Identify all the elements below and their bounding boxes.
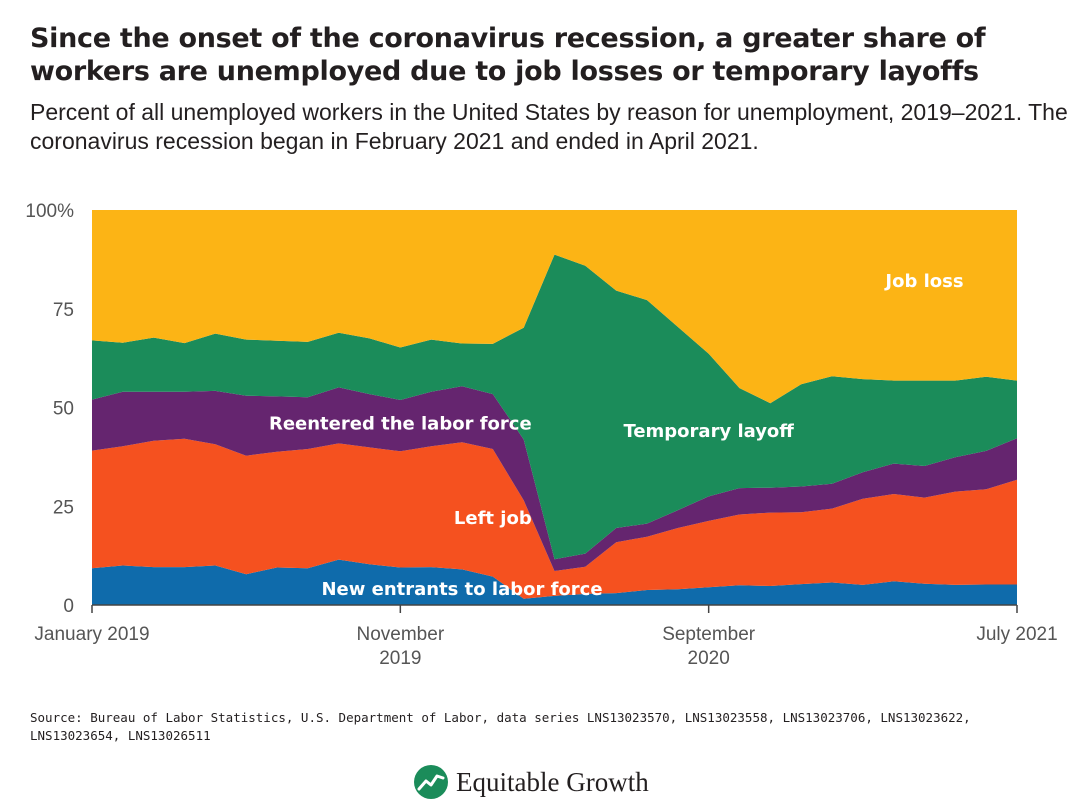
x-tick-label: November 2019 xyxy=(357,624,445,669)
chart-title: Since the onset of the coronavirus reces… xyxy=(30,23,986,87)
y-tick-label: 25 xyxy=(53,497,74,518)
stacked-area-chart: 0 25 50 75 100% January 2019 November 2019 Sept… xyxy=(25,201,1058,669)
series-labels: New entrants to labor force Left job Reent… xyxy=(269,271,964,600)
y-tick-label: 75 xyxy=(53,300,74,321)
y-tick-label: 100% xyxy=(25,201,74,222)
area-series-group xyxy=(92,210,1017,605)
series-label-left-job: Left job xyxy=(454,508,532,529)
logo: Equitable Growth xyxy=(412,762,649,802)
area-left-job xyxy=(92,438,1017,599)
growth-chart-icon xyxy=(414,765,448,799)
y-axis: 0 25 50 75 100% xyxy=(25,201,74,617)
x-tick-label: July 2021 xyxy=(976,624,1057,645)
area-job-loss xyxy=(92,210,1017,404)
x-axis: January 2019 November 2019 September 2020 Jul… xyxy=(34,604,1058,669)
y-tick-label: 0 xyxy=(63,596,74,617)
area-temporary-layoff xyxy=(92,254,1017,560)
series-label-reentered-the-labor-force: Reentered the labor force xyxy=(269,413,532,434)
source-note: Source: Bureau of Labor Statistics, U.S.… xyxy=(30,710,971,743)
chart-subtitle: Percent of all unemployed workers in the… xyxy=(30,99,1068,154)
y-tick-label: 50 xyxy=(53,399,74,420)
series-label-new-entrants-to-labor-force: New entrants to labor force xyxy=(321,579,602,600)
area-new-entrants-to-labor-force xyxy=(92,559,1017,605)
series-label-job-loss: Job loss xyxy=(883,271,963,292)
x-tick-label: September 2020 xyxy=(662,624,756,669)
series-label-temporary-layoff: Temporary layoff xyxy=(623,421,794,442)
area-reentered-the-labor-force xyxy=(92,386,1017,571)
x-tick-label: January 2019 xyxy=(34,624,149,645)
logo-text: Equitable Growth xyxy=(456,766,649,797)
